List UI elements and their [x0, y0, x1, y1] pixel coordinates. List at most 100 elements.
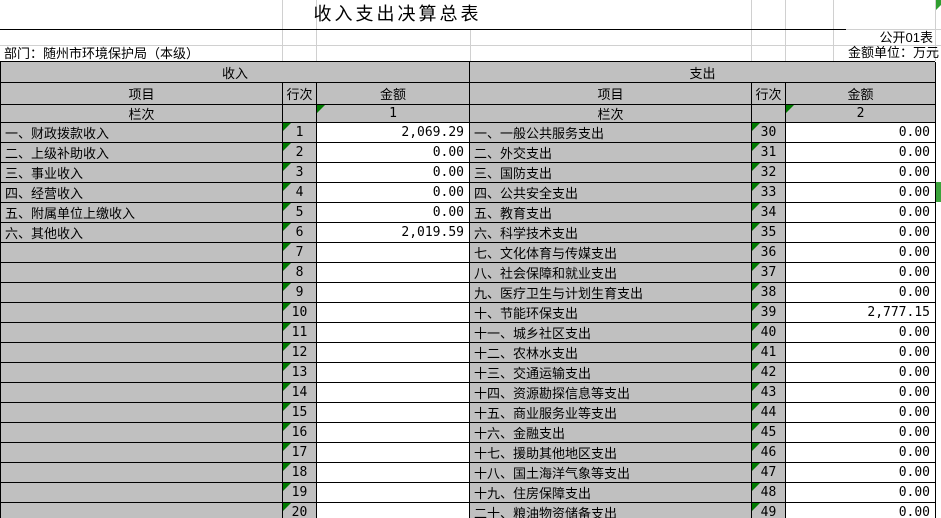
amount-cell[interactable] — [317, 303, 470, 323]
item-cell[interactable]: 五、附属单位上缴收入 — [1, 203, 283, 223]
line-number-cell[interactable]: 33 — [752, 183, 786, 203]
line-number-cell[interactable]: 11 — [283, 323, 317, 343]
item-cell[interactable]: 一、一般公共服务支出 — [470, 123, 752, 143]
item-cell[interactable]: 十一、城乡社区支出 — [470, 323, 752, 343]
lanci-value-cell[interactable]: 2 — [786, 105, 936, 123]
line-number-cell[interactable]: 49 — [752, 503, 786, 518]
item-cell[interactable]: 十八、国土海洋气象等支出 — [470, 463, 752, 483]
column-header-line[interactable]: 行次 — [752, 83, 786, 105]
amount-cell[interactable]: 0.00 — [786, 463, 936, 483]
amount-cell[interactable] — [317, 283, 470, 303]
item-cell[interactable]: 九、医疗卫生与计划生育支出 — [470, 283, 752, 303]
column-header-amount[interactable]: 金额 — [317, 83, 470, 105]
amount-cell[interactable]: 0.00 — [786, 443, 936, 463]
item-cell[interactable]: 二十、粮油物资储备支出 — [470, 503, 752, 518]
amount-cell[interactable]: 0.00 — [786, 383, 936, 403]
amount-cell[interactable]: 0.00 — [786, 403, 936, 423]
lanci-line-cell[interactable] — [752, 105, 786, 123]
item-cell[interactable]: 十五、商业服务业等支出 — [470, 403, 752, 423]
line-number-cell[interactable]: 10 — [283, 303, 317, 323]
amount-cell[interactable]: 0.00 — [786, 343, 936, 363]
item-cell[interactable] — [1, 403, 283, 423]
unit-label[interactable]: 金额单位：万元 — [847, 45, 939, 60]
line-number-cell[interactable]: 9 — [283, 283, 317, 303]
item-cell[interactable]: 四、公共安全支出 — [470, 183, 752, 203]
column-header-amount[interactable]: 金额 — [786, 83, 936, 105]
item-cell[interactable] — [1, 363, 283, 383]
line-number-cell[interactable]: 14 — [283, 383, 317, 403]
line-number-cell[interactable]: 38 — [752, 283, 786, 303]
item-cell[interactable]: 十六、金融支出 — [470, 423, 752, 443]
amount-cell[interactable]: 0.00 — [786, 123, 936, 143]
item-cell[interactable]: 五、教育支出 — [470, 203, 752, 223]
line-number-cell[interactable]: 13 — [283, 363, 317, 383]
line-number-cell[interactable]: 6 — [283, 223, 317, 243]
amount-cell[interactable]: 0.00 — [786, 483, 936, 503]
item-cell[interactable] — [1, 463, 283, 483]
line-number-cell[interactable]: 3 — [283, 163, 317, 183]
line-number-cell[interactable]: 8 — [283, 263, 317, 283]
sheet-code-label[interactable]: 公开01表 — [879, 30, 933, 45]
lanci-label-cell[interactable]: 栏次 — [1, 105, 283, 123]
item-cell[interactable] — [1, 343, 283, 363]
item-cell[interactable] — [1, 503, 283, 518]
item-cell[interactable] — [1, 243, 283, 263]
item-cell[interactable]: 一、财政拨款收入 — [1, 123, 283, 143]
amount-cell[interactable]: 2,019.59 — [317, 223, 470, 243]
lanci-value-cell[interactable]: 1 — [317, 105, 470, 123]
column-header-item[interactable]: 项目 — [1, 83, 283, 105]
amount-cell[interactable]: 0.00 — [786, 423, 936, 443]
line-number-cell[interactable]: 46 — [752, 443, 786, 463]
item-cell[interactable]: 七、文化体育与传媒支出 — [470, 243, 752, 263]
item-cell[interactable]: 八、社会保障和就业支出 — [470, 263, 752, 283]
line-number-cell[interactable]: 4 — [283, 183, 317, 203]
line-number-cell[interactable]: 48 — [752, 483, 786, 503]
amount-cell[interactable] — [317, 383, 470, 403]
line-number-cell[interactable]: 41 — [752, 343, 786, 363]
column-header-item[interactable]: 项目 — [470, 83, 752, 105]
amount-cell[interactable] — [317, 503, 470, 518]
amount-cell[interactable]: 0.00 — [317, 143, 470, 163]
item-cell[interactable]: 十、节能环保支出 — [470, 303, 752, 323]
amount-cell[interactable] — [317, 423, 470, 443]
amount-cell[interactable]: 0.00 — [786, 203, 936, 223]
lanci-label-cell[interactable]: 栏次 — [470, 105, 752, 123]
line-number-cell[interactable]: 30 — [752, 123, 786, 143]
item-cell[interactable]: 六、其他收入 — [1, 223, 283, 243]
amount-cell[interactable]: 0.00 — [786, 263, 936, 283]
item-cell[interactable] — [1, 303, 283, 323]
item-cell[interactable] — [1, 443, 283, 463]
line-number-cell[interactable]: 20 — [283, 503, 317, 518]
line-number-cell[interactable]: 39 — [752, 303, 786, 323]
amount-cell[interactable] — [317, 243, 470, 263]
line-number-cell[interactable]: 12 — [283, 343, 317, 363]
item-cell[interactable]: 十七、援助其他地区支出 — [470, 443, 752, 463]
lanci-line-cell[interactable] — [283, 105, 317, 123]
amount-cell[interactable]: 0.00 — [786, 183, 936, 203]
line-number-cell[interactable]: 37 — [752, 263, 786, 283]
amount-cell[interactable] — [317, 483, 470, 503]
amount-cell[interactable]: 0.00 — [786, 143, 936, 163]
amount-cell[interactable]: 0.00 — [786, 163, 936, 183]
amount-cell[interactable]: 0.00 — [317, 183, 470, 203]
item-cell[interactable]: 十九、住房保障支出 — [470, 483, 752, 503]
column-header-line[interactable]: 行次 — [283, 83, 317, 105]
line-number-cell[interactable]: 40 — [752, 323, 786, 343]
amount-cell[interactable]: 0.00 — [786, 323, 936, 343]
line-number-cell[interactable]: 31 — [752, 143, 786, 163]
item-cell[interactable]: 三、国防支出 — [470, 163, 752, 183]
income-section-header[interactable]: 收入 — [1, 62, 470, 83]
line-number-cell[interactable]: 17 — [283, 443, 317, 463]
line-number-cell[interactable]: 44 — [752, 403, 786, 423]
amount-cell[interactable] — [317, 403, 470, 423]
item-cell[interactable]: 十二、农林水支出 — [470, 343, 752, 363]
item-cell[interactable]: 六、科学技术支出 — [470, 223, 752, 243]
amount-cell[interactable] — [317, 363, 470, 383]
amount-cell[interactable]: 0.00 — [317, 203, 470, 223]
line-number-cell[interactable]: 34 — [752, 203, 786, 223]
item-cell[interactable]: 二、上级补助收入 — [1, 143, 283, 163]
line-number-cell[interactable]: 32 — [752, 163, 786, 183]
amount-cell[interactable] — [317, 263, 470, 283]
item-cell[interactable]: 二、外交支出 — [470, 143, 752, 163]
amount-cell[interactable]: 0.00 — [786, 283, 936, 303]
